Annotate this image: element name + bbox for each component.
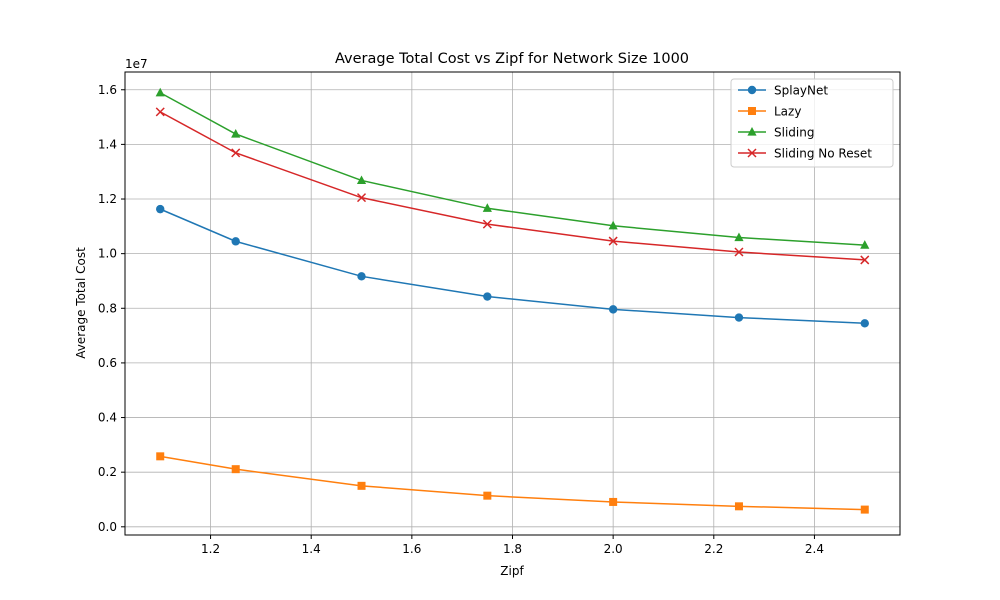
- data-point: [231, 237, 240, 246]
- x-tick-label: 2.0: [604, 542, 623, 556]
- series-0: [156, 204, 869, 328]
- data-point: [155, 107, 165, 117]
- legend-label: Sliding No Reset: [774, 147, 872, 161]
- legend-marker: [748, 107, 756, 115]
- data-point: [483, 491, 492, 500]
- data-point: [860, 255, 870, 265]
- legend-box: [730, 78, 894, 168]
- series-3: [155, 107, 870, 265]
- data-point: [608, 220, 618, 230]
- x-tick-label: 1.8: [503, 542, 522, 556]
- data-point: [734, 247, 744, 257]
- y-tick-label: 0.4: [98, 411, 117, 425]
- data-point: [734, 232, 744, 242]
- y-axis-label: Average Total Cost: [74, 247, 88, 359]
- x-tick-label: 2.2: [704, 542, 723, 556]
- data-point: [860, 240, 870, 249]
- y-tick-label: 0.6: [98, 356, 117, 370]
- y-tick-label: 0.8: [98, 301, 117, 315]
- y-axis-ticks: 0.0 0.2 0.4 0.6 0.8 1.0 1.2 1.4 1.6: [98, 83, 125, 534]
- data-point: [482, 219, 492, 229]
- legend-label: SplayNet: [774, 84, 828, 98]
- legend-entry: Lazy: [738, 105, 801, 119]
- data-point: [483, 292, 492, 301]
- data-point: [860, 319, 869, 328]
- y-tick-label: 1.6: [98, 83, 117, 97]
- data-point: [156, 204, 165, 214]
- data-point: [155, 87, 165, 97]
- x-tick-label: 2.4: [805, 542, 824, 556]
- x-tick-label: 1.6: [402, 542, 421, 556]
- data-point: [608, 305, 618, 314]
- x-axis-ticks: 1.2 1.4 1.6 1.8 2.0 2.2 2.4: [201, 535, 824, 556]
- y-tick-label: 1.2: [98, 192, 117, 206]
- legend-entry: SplayNet: [738, 84, 828, 98]
- data-point: [734, 502, 743, 511]
- data-point: [608, 236, 618, 246]
- data-point: [482, 203, 492, 212]
- data-point: [356, 193, 367, 203]
- legend: SplayNet Lazy Sliding Sliding No Reset: [730, 78, 894, 168]
- data-point: [356, 175, 367, 185]
- data-point: [231, 129, 241, 138]
- y-tick-label: 0.2: [98, 465, 117, 479]
- legend-marker: [747, 127, 757, 136]
- x-axis-label: Zipf: [500, 564, 524, 578]
- legend-label: Sliding: [774, 126, 814, 140]
- series-1: [156, 452, 869, 514]
- legend-label: Lazy: [774, 105, 801, 119]
- legend-marker: [747, 85, 757, 95]
- data-point: [231, 465, 240, 474]
- chart-title: Average Total Cost vs Zipf for Network S…: [335, 51, 689, 67]
- legend-entry: Sliding: [738, 126, 814, 140]
- data-point: [860, 505, 869, 514]
- data-point: [357, 272, 366, 281]
- y-axis-scale-label: 1e7: [125, 57, 148, 71]
- x-tick-label: 1.4: [302, 542, 321, 556]
- y-tick-label: 0.0: [98, 520, 117, 534]
- series-layer: [155, 87, 870, 514]
- data-point: [357, 481, 366, 490]
- y-tick-label: 1.4: [98, 137, 117, 151]
- x-tick-label: 1.2: [201, 542, 220, 556]
- data-point: [231, 148, 241, 158]
- data-point: [734, 313, 744, 322]
- y-tick-label: 1.0: [98, 247, 117, 261]
- series-2: [155, 87, 870, 249]
- data-point: [156, 452, 165, 461]
- legend-marker: [747, 148, 757, 158]
- data-point: [609, 497, 618, 506]
- legend-entry: Sliding No Reset: [738, 147, 872, 161]
